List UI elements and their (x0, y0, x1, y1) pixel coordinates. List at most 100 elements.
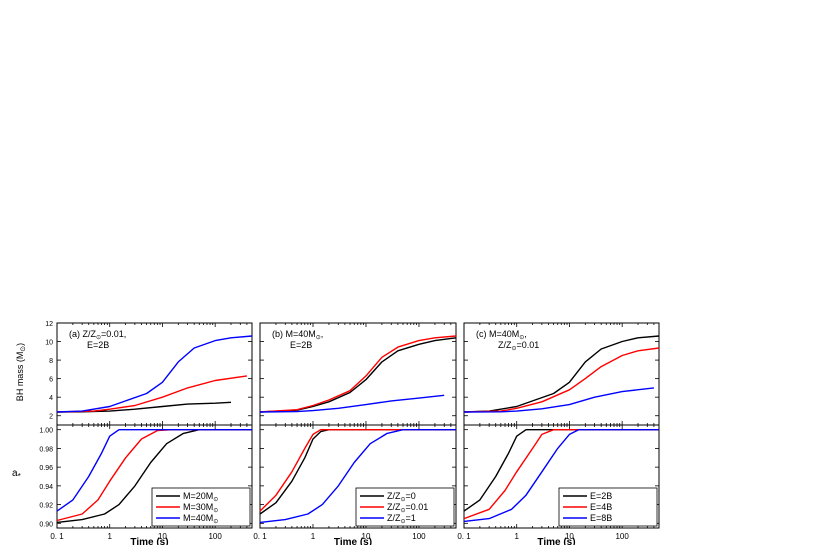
legend-label-tail: =0.01 (406, 502, 429, 512)
legend-label-sub: ⊙ (401, 519, 406, 525)
mass-curve-series-2 (463, 347, 660, 413)
spin-curve-series-2 (259, 429, 456, 512)
panel-label-sub: ⊙ (96, 335, 101, 341)
panel-label-line2-main: Z/Z (498, 340, 512, 350)
panel-label: (c) M=40M⊙, (476, 329, 527, 341)
panel-label-sub: ⊙ (316, 335, 321, 341)
legend-label-main: M=40M (183, 513, 213, 523)
legend-label-main: M=20M (183, 491, 213, 501)
y-tick-label: 4 (49, 395, 53, 402)
x-tick-label: 1 (311, 532, 316, 541)
legend-label-main: E=8B (590, 513, 612, 523)
x-tick-label: 0. 1 (457, 532, 471, 541)
spin-label-sub: * (18, 472, 21, 481)
mass-curve-series-1 (259, 337, 457, 413)
panel-label-main: (b) M=40M (272, 329, 316, 339)
legend-label-1: E=2B (590, 491, 612, 501)
legend-label-sub: ⊙ (213, 508, 218, 514)
x-tick-label: 10 (565, 532, 574, 541)
panel-label-tail: , (321, 329, 324, 339)
panel-label-main: (c) M=40M (476, 329, 519, 339)
legend-label-sub: ⊙ (213, 519, 218, 525)
x-tick-label: 10 (158, 532, 167, 541)
y-tick-label: 10 (45, 340, 53, 347)
legend-label-2: Z/Z⊙=0.01 (387, 502, 428, 514)
legend-label-main: Z/Z (387, 502, 401, 512)
x-tick-label: 10 (362, 532, 371, 541)
mass-curve-series-3 (56, 335, 253, 413)
legend-label-3: M=40M⊙ (183, 513, 218, 525)
mass-curve-series-2 (259, 335, 457, 413)
legend-label-main: E=2B (590, 491, 612, 501)
legend-label-tail: =0 (406, 491, 416, 501)
y-tick-label: 0.96 (39, 465, 53, 472)
legend-label-2: M=30M⊙ (183, 502, 218, 514)
y-axis-label-bh-mass: BH mass (M⊙) (15, 343, 27, 401)
panel-label-line2-tail: =0.01 (517, 340, 540, 350)
mass-curve-series-3 (259, 394, 445, 413)
legend-label-sub: ⊙ (401, 508, 406, 514)
bh-mass-label-sub: ⊙ (20, 346, 27, 352)
svg-text:BH mass (M⊙): BH mass (M⊙) (15, 343, 27, 401)
legend-label-tail: =1 (406, 513, 416, 523)
y-tick-label: 6 (49, 377, 53, 384)
legend-label-main: Z/Z (387, 513, 401, 523)
spin-label: a (12, 468, 18, 479)
x-tick-label: 0. 1 (50, 532, 64, 541)
legend-label-1: M=20M⊙ (183, 491, 218, 503)
spin-curve-series-1 (56, 429, 252, 524)
y-tick-label: 0.90 (39, 521, 53, 528)
panel-label-tail: , (524, 329, 527, 339)
panel-1: 0. 1 1 10 100 Time (s) 2 4 6 8 10 12 0.90 0.92 0.94 0.… (39, 321, 253, 545)
panel-label-line2: E=2B (290, 340, 312, 350)
panel-label: (b) M=40M⊙, (272, 329, 323, 341)
x-axis-label: Time (s) (130, 537, 168, 545)
legend-label-3: Z/Z⊙=1 (387, 513, 416, 525)
legend-label-main: E=4B (590, 502, 612, 512)
y-tick-label: 0.92 (39, 503, 53, 510)
spin-curve-series-3 (259, 429, 456, 524)
x-tick-label: 100 (615, 532, 629, 541)
spin-curve-series-2 (463, 429, 659, 520)
spin-curve-series-1 (463, 429, 659, 512)
x-tick-label: 1 (514, 532, 519, 541)
panel-label-line2-main: E=2B (290, 340, 312, 350)
y-axis-label-spin: a* (12, 468, 21, 481)
legend-label-sub: ⊙ (213, 497, 218, 503)
legend-label-2: E=4B (590, 502, 612, 512)
x-tick-label: 100 (412, 532, 426, 541)
bh-mass-label: BH mass (M (15, 352, 25, 402)
panel-label-line2-sub: ⊙ (512, 346, 517, 352)
panel-label-tail: =0.01, (101, 329, 126, 339)
panel-label-line2-main: E=2B (87, 340, 109, 350)
legend-label-main: M=30M (183, 502, 213, 512)
mass-curve-series-3 (463, 387, 654, 413)
mass-curve-series-1 (463, 335, 660, 413)
spin-curve-series-3 (463, 429, 659, 523)
panel-label: (a) Z/Z⊙=0.01, (69, 329, 126, 341)
svg-text:a*: a* (12, 468, 21, 481)
legend-label-sub: ⊙ (401, 497, 406, 503)
y-tick-label: 1.00 (39, 428, 53, 435)
y-tick-label: 0.98 (39, 446, 53, 453)
legend-label-1: Z/Z⊙=0 (387, 491, 416, 503)
panel-label-line2: Z/Z⊙=0.01 (498, 340, 539, 352)
y-tick-label: 8 (49, 358, 53, 365)
y-tick-label: 2 (49, 414, 53, 421)
panel-label-line2: E=2B (87, 340, 109, 350)
panel-label-main: (a) Z/Z (69, 329, 96, 339)
legend-label-3: E=8B (590, 513, 612, 523)
x-tick-label: 0. 1 (253, 532, 267, 541)
y-tick-label: 0.94 (39, 484, 53, 491)
x-axis-label: Time (s) (334, 537, 372, 545)
x-tick-label: 100 (208, 532, 222, 541)
x-tick-label: 1 (107, 532, 112, 541)
y-tick-label: 12 (45, 321, 53, 328)
legend-label-main: Z/Z (387, 491, 401, 501)
panel-label-sub: ⊙ (519, 335, 524, 341)
x-axis-label: Time (s) (537, 537, 575, 545)
spin-curve-series-3 (56, 429, 252, 512)
